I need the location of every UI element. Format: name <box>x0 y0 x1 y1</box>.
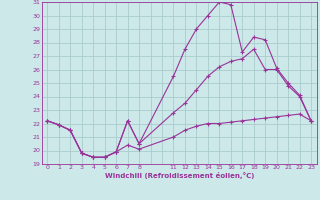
X-axis label: Windchill (Refroidissement éolien,°C): Windchill (Refroidissement éolien,°C) <box>105 172 254 179</box>
